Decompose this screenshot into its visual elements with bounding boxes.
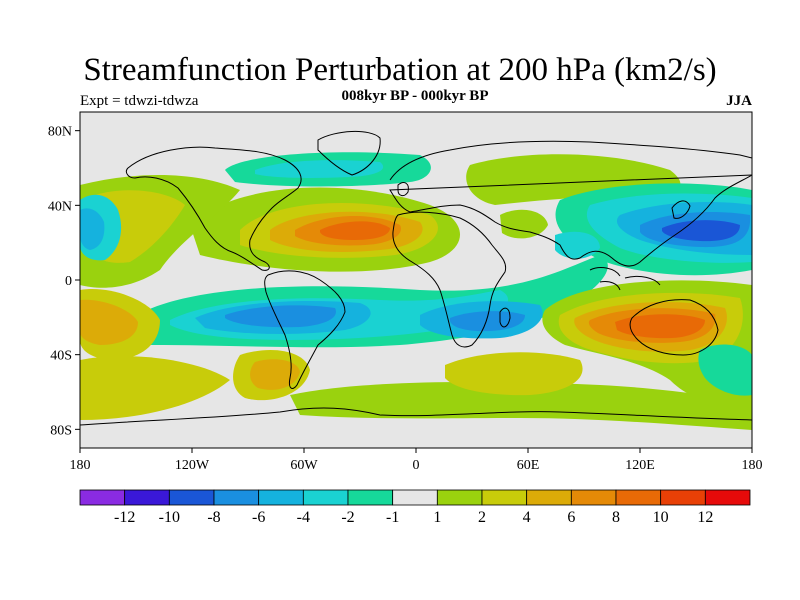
colorbar: -12 -10 -8 -6 -4 -2 -1 1 2 4 6 8 10 12 [79, 489, 751, 526]
colorbar-swatch [124, 489, 170, 506]
colorbar-label: 8 [612, 509, 620, 526]
southern-ocean-positive-west [80, 356, 230, 420]
tasman-low-region [698, 344, 752, 396]
colorbar-swatch [168, 489, 215, 506]
lat-tick-label: 0 [65, 274, 72, 289]
colorbar-swatch [570, 489, 617, 506]
experiment-label: Expt = tdwzi-tdwza [80, 93, 199, 109]
colorbar-label: -6 [252, 509, 265, 526]
patagonia-high-core [250, 359, 300, 390]
arctic-low-core [255, 160, 384, 178]
lat-tick-label: 40N [48, 199, 72, 214]
colorbar-swatch [436, 489, 483, 506]
season-label: JJA [726, 93, 752, 109]
colorbar-swatch [660, 489, 706, 506]
colorbar-label: -2 [341, 509, 354, 526]
south-pacific-high-core [80, 299, 138, 345]
colorbar-swatch [79, 489, 126, 506]
axis-ticks: 80N 40N 0 40S 80S 180 120W 60W 0 60E 120E 180 [48, 125, 763, 473]
lat-tick-label: 80N [48, 125, 72, 140]
colorbar-label: -8 [207, 509, 220, 526]
lon-tick-label: 60W [290, 458, 318, 473]
lon-tick-label: 0 [413, 458, 420, 473]
anomaly-field [80, 152, 752, 430]
colorbar-swatch [481, 489, 528, 506]
antarctica-coast [80, 407, 752, 426]
madagascar-coast [499, 307, 511, 328]
colorbar-label: -12 [114, 509, 135, 526]
greenland-coast [317, 130, 381, 176]
colorbar-label: 6 [567, 509, 575, 526]
colorbar-swatch [704, 489, 751, 506]
africa-coast [392, 211, 507, 348]
colorbar-label: -1 [386, 509, 399, 526]
colorbar-swatch [213, 489, 260, 506]
arabia-positive-patch [500, 209, 548, 239]
lat-tick-label: 80S [50, 423, 72, 438]
colorbar-swatch [615, 489, 662, 506]
colorbar-label: 1 [433, 509, 441, 526]
chart-title: Streamfunction Perturbation at 200 hPa (… [83, 52, 717, 88]
australia-coast [629, 299, 719, 356]
japan-coast [671, 200, 691, 219]
colorbar-label: -4 [297, 509, 310, 526]
east-pacific-low-core [80, 208, 105, 250]
colorbar-swatch [392, 489, 438, 506]
india-low-patch [555, 231, 600, 259]
north-america-coast [125, 146, 302, 271]
antarctic-positive-band [290, 382, 752, 430]
lon-tick-label: 120E [625, 458, 655, 473]
uk-coast [397, 182, 409, 197]
colorbar-label: 12 [697, 509, 713, 526]
coastlines [80, 130, 752, 426]
colorbar-label: 2 [478, 509, 486, 526]
colorbar-label: 4 [523, 509, 531, 526]
lon-tick-label: 180 [70, 458, 91, 473]
colorbar-label: -10 [159, 509, 180, 526]
colorbar-swatch [526, 489, 572, 506]
lon-tick-label: 120W [175, 458, 210, 473]
colorbar-swatch [302, 489, 349, 506]
north-atlantic-high-region [190, 187, 460, 272]
south-america-coast [264, 270, 346, 389]
australia-high-region [542, 280, 752, 404]
chart-subtitle: 008kyr BP - 000kyr BP [341, 88, 489, 104]
indonesia-coast [589, 267, 661, 291]
lon-tick-label: 180 [742, 458, 763, 473]
eurasia-coast [389, 140, 752, 267]
colorbar-label: 10 [653, 509, 669, 526]
southern-ocean-high-region [445, 352, 583, 396]
lat-tick-label: 40S [50, 349, 72, 364]
colorbar-swatch [258, 489, 304, 506]
colorbar-swatch [347, 489, 394, 506]
lon-tick-label: 60E [517, 458, 540, 473]
